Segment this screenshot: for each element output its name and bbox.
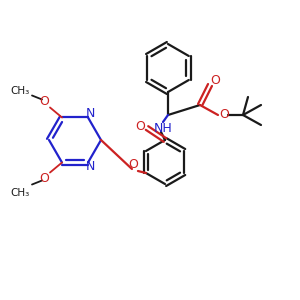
Text: N: N bbox=[85, 107, 95, 120]
Text: NH: NH bbox=[154, 122, 172, 134]
Text: O: O bbox=[219, 109, 229, 122]
Text: N: N bbox=[85, 160, 95, 173]
Text: CH₃: CH₃ bbox=[11, 86, 30, 97]
Text: O: O bbox=[39, 172, 49, 185]
Text: O: O bbox=[39, 95, 49, 108]
Text: O: O bbox=[128, 158, 138, 172]
Text: O: O bbox=[135, 119, 145, 133]
Text: O: O bbox=[210, 74, 220, 86]
Text: CH₃: CH₃ bbox=[11, 188, 30, 197]
